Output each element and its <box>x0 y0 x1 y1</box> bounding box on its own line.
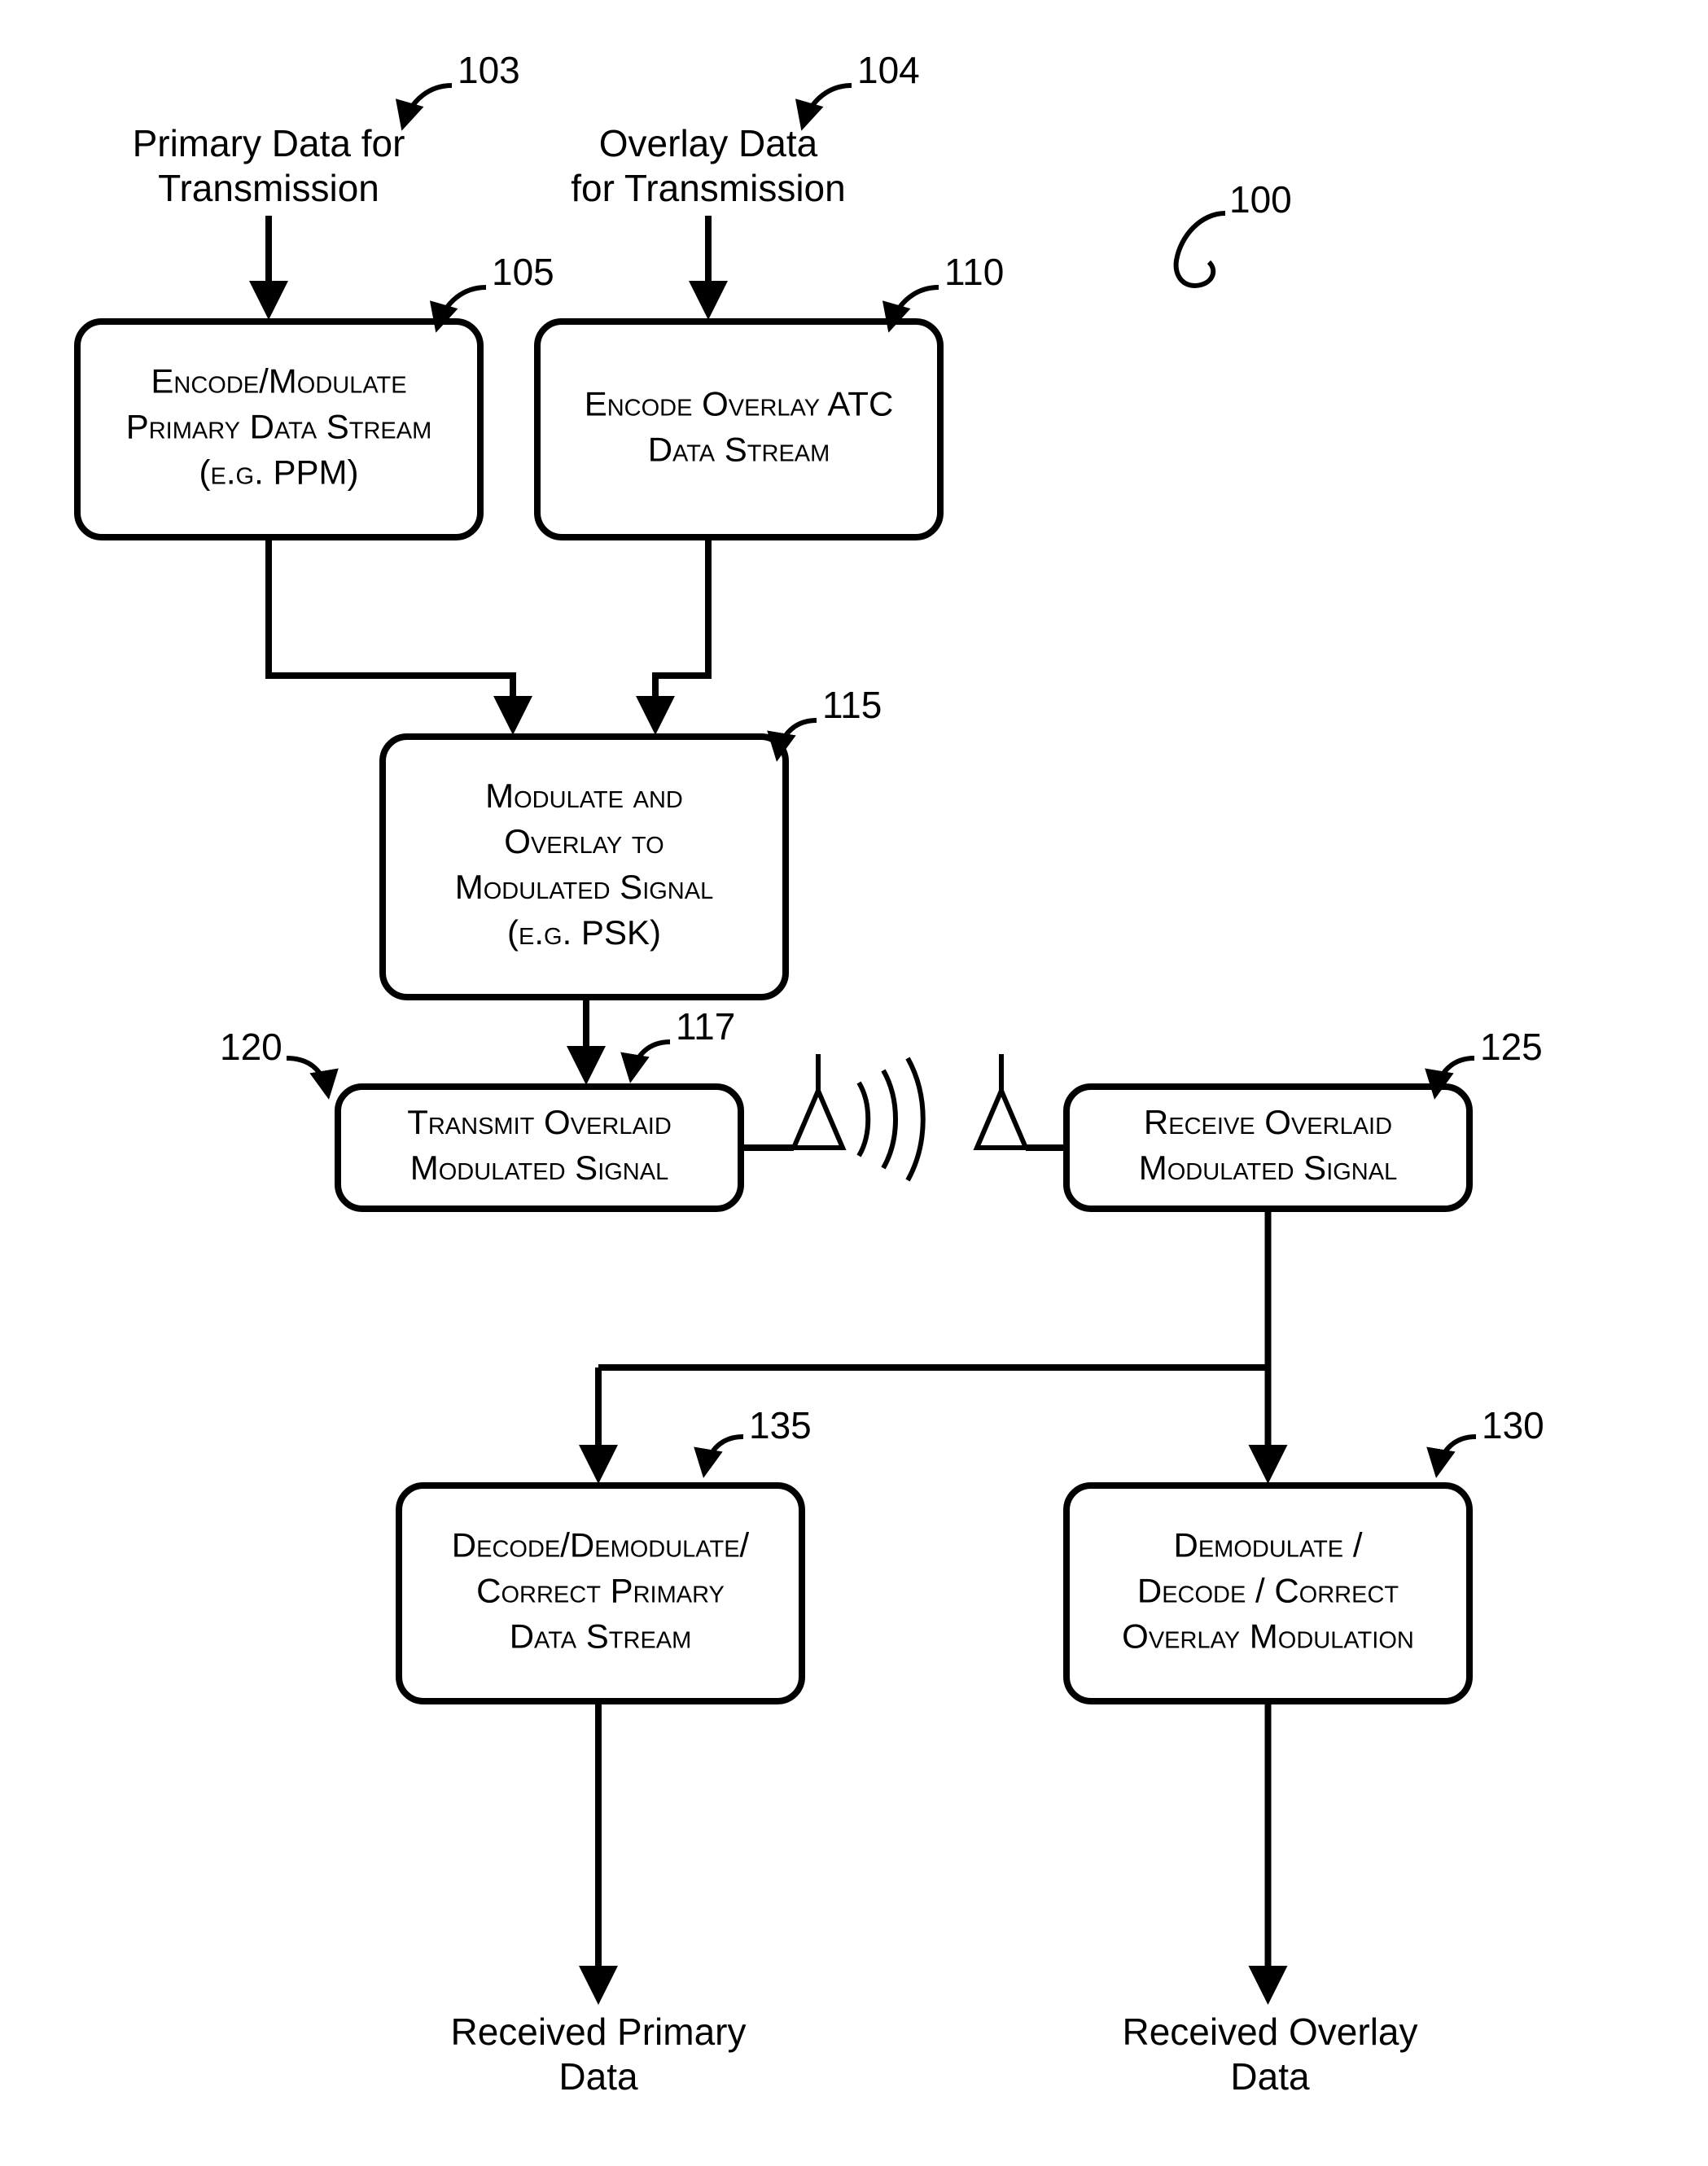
box-b105: Encode/Modulate Primary Data Stream (e.g. … <box>77 322 480 537</box>
callout-l104: 104 <box>803 49 920 126</box>
box-text: (e.g. PPM) <box>199 453 359 492</box>
in_overlay_1: Overlay Data <box>599 122 818 164</box>
svg-text:110: 110 <box>944 251 1004 293</box>
box-text: Modulate and <box>485 777 683 815</box>
box-text: Decode / Correct <box>1137 1572 1399 1610</box>
callout-l100: 100 <box>1176 178 1292 286</box>
out_primary_2: Data <box>558 2055 638 2098</box>
box-text: Data Stream <box>648 431 830 469</box>
in_overlay_2: for Transmission <box>571 167 845 209</box>
box-text: Data Stream <box>510 1617 692 1656</box>
box-text: Modulated Signal <box>1139 1149 1397 1187</box>
out_overlay_2: Data <box>1230 2055 1310 2098</box>
callout-l130: 130 <box>1437 1404 1544 1473</box>
callout-l110: 110 <box>890 251 1004 328</box>
box-text: (e.g. PSK) <box>507 913 661 952</box>
svg-text:130: 130 <box>1482 1404 1544 1446</box>
box-b120: Transmit Overlaid Modulated Signal <box>338 1087 741 1209</box>
box-text: Encode/Modulate <box>151 362 406 400</box>
box-text: Encode Overlay ATC <box>585 385 894 423</box>
rx-antenna-icon <box>977 1054 1026 1148</box>
box-text: Decode/Demodulate/ <box>452 1526 750 1564</box>
box-b130: Demodulate / Decode / Correct Overlay Modu… <box>1066 1486 1469 1701</box>
svg-text:105: 105 <box>492 251 554 293</box>
box-b135: Decode/Demodulate/Correct Primary Data St… <box>399 1486 802 1701</box>
box-text: Overlay Modulation <box>1122 1617 1414 1656</box>
callout-l117: 117 <box>631 1005 735 1079</box>
tx-antenna-icon <box>794 1054 923 1180</box>
svg-text:120: 120 <box>220 1026 282 1068</box>
svg-text:104: 104 <box>857 49 920 91</box>
box-text: Demodulate / <box>1174 1526 1363 1564</box>
in_primary_2: Transmission <box>158 167 379 209</box>
svg-text:117: 117 <box>676 1005 735 1048</box>
box-text: Receive Overlaid <box>1144 1103 1392 1141</box>
callout-l103: 103 <box>403 49 520 126</box>
in_primary_1: Primary Data for <box>133 122 405 164</box>
box-text: Correct Primary <box>476 1572 725 1610</box>
svg-text:125: 125 <box>1480 1026 1543 1068</box>
box-b110: Encode Overlay ATC Data Stream <box>537 322 940 537</box>
svg-text:100: 100 <box>1229 178 1292 221</box>
out_primary_1: Received Primary <box>451 2011 747 2053</box>
box-text: Modulated Signal <box>410 1149 668 1187</box>
callout-l120: 120 <box>220 1026 328 1095</box>
flow-arrow <box>655 537 708 729</box>
flow-arrow <box>269 537 513 729</box>
box-b115: Modulate and Overlay to Modulated Signal (e… <box>383 737 786 997</box>
box-text: Modulated Signal <box>455 868 713 906</box>
callout-l115: 115 <box>777 684 882 757</box>
box-b125: Receive Overlaid Modulated Signal <box>1066 1087 1469 1209</box>
svg-text:135: 135 <box>749 1404 812 1446</box>
svg-text:115: 115 <box>822 684 882 726</box>
svg-text:103: 103 <box>458 49 520 91</box>
box-text: Overlay to <box>504 822 663 860</box>
callout-l105: 105 <box>437 251 554 328</box>
box-text: Transmit Overlaid <box>407 1103 672 1141</box>
box-text: Primary Data Stream <box>126 408 432 446</box>
callout-l135: 135 <box>704 1404 812 1473</box>
out_overlay_1: Received Overlay <box>1122 2011 1417 2053</box>
